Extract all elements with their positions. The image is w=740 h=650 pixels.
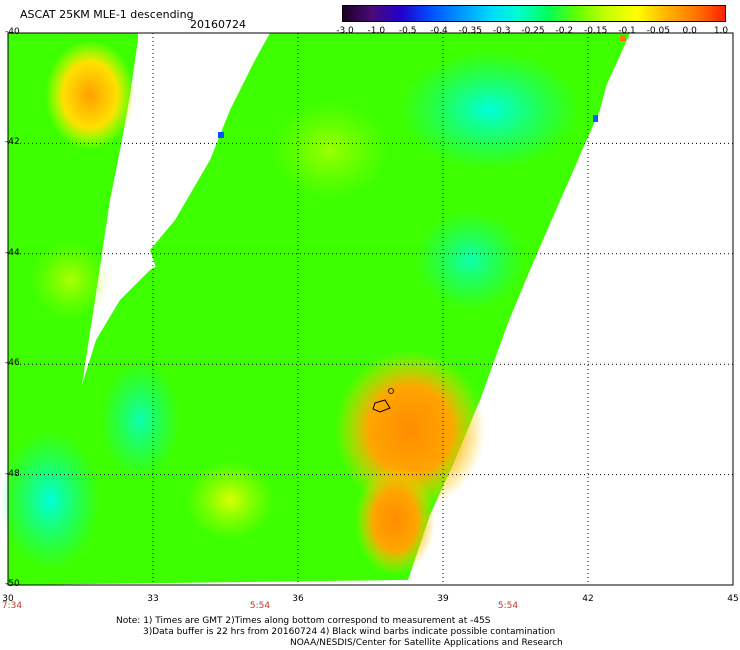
chart-date: 20160724 — [190, 18, 246, 31]
yellow-patch-south — [185, 460, 275, 540]
yellow-patch-west — [30, 240, 110, 320]
colorbar-label: 0.0 — [682, 26, 697, 36]
lat-tick-label: -46 — [5, 358, 20, 369]
time-label: 7:34 — [1, 601, 23, 611]
colorbar-label: -0.35 — [458, 26, 482, 36]
grid-lines — [8, 33, 733, 585]
lat-tick-label: -40 — [5, 27, 20, 37]
cyan-patch-south — [100, 360, 180, 480]
contour-dot — [388, 388, 394, 394]
colorbar-label: -0.5 — [398, 26, 417, 36]
map-frame — [7, 32, 734, 586]
lon-tick-label: 36 — [292, 594, 304, 604]
colorbar-label: 1.0 — [713, 26, 729, 36]
lat-tick-label: -42 — [5, 137, 20, 148]
contour-outline — [372, 399, 391, 413]
colorbar-label: -0.4 — [430, 26, 448, 36]
contamination-marker — [372, 388, 394, 413]
lat-tick-label: -44 — [5, 247, 20, 258]
colorbar-label: -0.05 — [646, 26, 670, 36]
lat-tick-label: -48 — [5, 468, 20, 479]
red-pixel-northeast — [620, 35, 626, 41]
note-line-3: NOAA/NESDIS/Center for Satellite Applica… — [290, 638, 563, 648]
cyan-patch-east — [415, 210, 525, 310]
lon-tick-label: 45 — [727, 594, 739, 604]
time-label: 5:54 — [497, 601, 519, 611]
colorbar-label: -0.15 — [584, 26, 608, 36]
lon-tick-label: 33 — [147, 594, 159, 604]
blue-pixel-west — [218, 132, 224, 138]
cyan-patch-southwest — [0, 430, 100, 570]
note-line-1: Note: 1) Times are GMT 2)Times along bot… — [116, 616, 491, 626]
right-swath — [150, 33, 630, 580]
right-swath-main — [150, 33, 630, 580]
time-label: 5:54 — [249, 601, 271, 611]
lon-tick-label: 42 — [582, 594, 594, 604]
hot-patch-east — [335, 350, 485, 510]
hot-patch-southeast — [355, 465, 435, 575]
colorbar-label: -0.1 — [618, 26, 636, 36]
note-line-2: 3)Data buffer is 22 hrs from 20160724 4)… — [143, 627, 556, 637]
colorbar-label: -1.0 — [367, 26, 386, 36]
blue-pixel-east — [593, 115, 598, 122]
colorbar-label: -3.0 — [336, 26, 354, 36]
cyan-patch-northeast — [400, 50, 580, 170]
warm-patch-northwest — [45, 40, 135, 150]
colorbar-label: -0.25 — [521, 26, 545, 36]
lat-tick-label: -50 — [5, 579, 20, 589]
colorbar-label: -0.3 — [492, 26, 511, 36]
chart-title: ASCAT 25KM MLE-1 descending — [20, 8, 194, 21]
colorbar-label: -0.2 — [555, 26, 574, 36]
lon-tick-label: 39 — [437, 594, 449, 604]
colorbar — [342, 5, 726, 22]
yellow-patch-north — [270, 100, 390, 200]
lon-tick-label: 30 — [2, 594, 14, 604]
